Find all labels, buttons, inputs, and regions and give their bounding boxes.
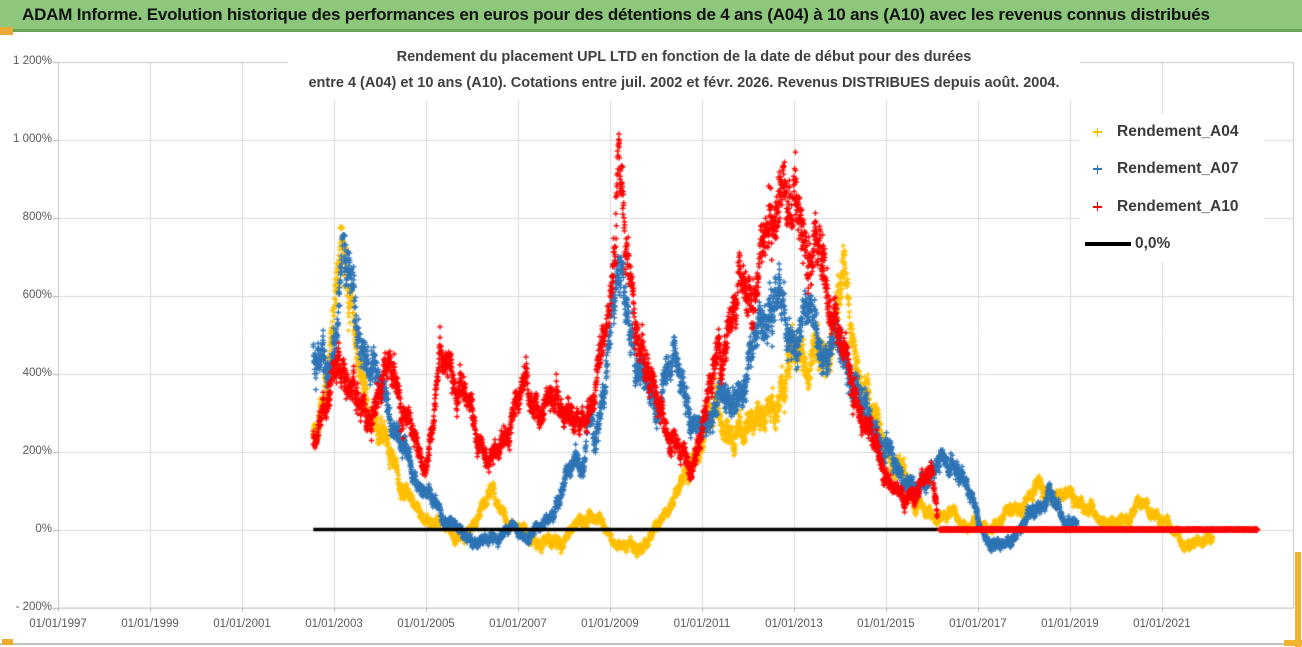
legend-label: Rendement_A07 bbox=[1117, 160, 1239, 178]
chart-legend: Rendement_A04 Rendement_A07 Rendement_A1… bbox=[1080, 114, 1264, 262]
x-axis-tick-label: 01/01/2011 bbox=[673, 618, 731, 630]
x-axis-tick-label: 01/01/2009 bbox=[581, 618, 639, 630]
x-axis-tick-label: 01/01/2021 bbox=[1133, 618, 1191, 630]
sheet-bottom-border bbox=[0, 643, 1302, 645]
zero-line-icon bbox=[1085, 241, 1131, 247]
gold-bar-right-edge bbox=[1295, 552, 1301, 647]
x-axis-tick-label: 01/01/2017 bbox=[949, 618, 1007, 630]
x-axis-tick-label: 01/01/2015 bbox=[857, 618, 915, 630]
x-axis-tick-label: 01/01/2001 bbox=[213, 618, 271, 630]
x-axis-tick-label: 01/01/1997 bbox=[29, 618, 87, 630]
legend-item-rendement-a07[interactable]: Rendement_A07 bbox=[1080, 157, 1264, 181]
x-axis-tick-label: 01/01/2007 bbox=[489, 618, 547, 630]
y-axis-tick-label: 1 000% bbox=[12, 132, 52, 145]
x-axis-tick-label: 01/01/1999 bbox=[121, 618, 179, 630]
y-axis-tick-label: 600% bbox=[22, 288, 52, 301]
x-axis-tick-label: 01/01/2005 bbox=[397, 618, 455, 630]
plus-marker-icon bbox=[1093, 202, 1102, 212]
legend-label: Rendement_A04 bbox=[1117, 123, 1239, 140]
banner: ADAM Informe. Evolution historique des p… bbox=[0, 0, 1302, 32]
plus-marker-icon bbox=[1093, 164, 1102, 174]
y-axis-tick-label: 200% bbox=[22, 444, 52, 457]
x-axis-tick-label: 01/01/2019 bbox=[1041, 618, 1099, 630]
y-axis-tick-label: 1 200% bbox=[12, 55, 52, 67]
gold-corner-marker-bottom-left bbox=[2, 639, 13, 645]
gold-corner-marker-top-left bbox=[0, 27, 13, 35]
legend-item-zero-line[interactable]: 0,0% bbox=[1080, 232, 1264, 256]
chart-title-line2: entre 4 (A04) et 10 ans (A10). Cotations… bbox=[308, 75, 1060, 91]
plus-marker-icon bbox=[1093, 127, 1102, 137]
y-axis-tick-label: 400% bbox=[22, 366, 52, 379]
chart-title: Rendement du placement UPL LTD en foncti… bbox=[288, 44, 1080, 100]
legend-item-rendement-a10[interactable]: Rendement_A10 bbox=[1080, 195, 1264, 219]
y-axis-tick-label: 0% bbox=[35, 522, 52, 535]
legend-item-rendement-a04[interactable]: Rendement_A04 bbox=[1080, 120, 1264, 144]
x-axis-tick-label: 01/01/2003 bbox=[305, 618, 363, 630]
y-axis-tick-label: 800% bbox=[22, 210, 52, 223]
gold-corner-marker-bottom-right bbox=[1284, 640, 1302, 646]
legend-label: 0,0% bbox=[1135, 234, 1171, 252]
x-axis-tick-label: 01/01/2013 bbox=[765, 618, 823, 630]
y-axis-tick-label: - 200% bbox=[15, 600, 52, 613]
chart-title-line1: Rendement du placement UPL LTD en foncti… bbox=[396, 49, 972, 65]
banner-title: ADAM Informe. Evolution historique des p… bbox=[22, 4, 1210, 24]
legend-label: Rendement_A10 bbox=[1117, 197, 1239, 215]
